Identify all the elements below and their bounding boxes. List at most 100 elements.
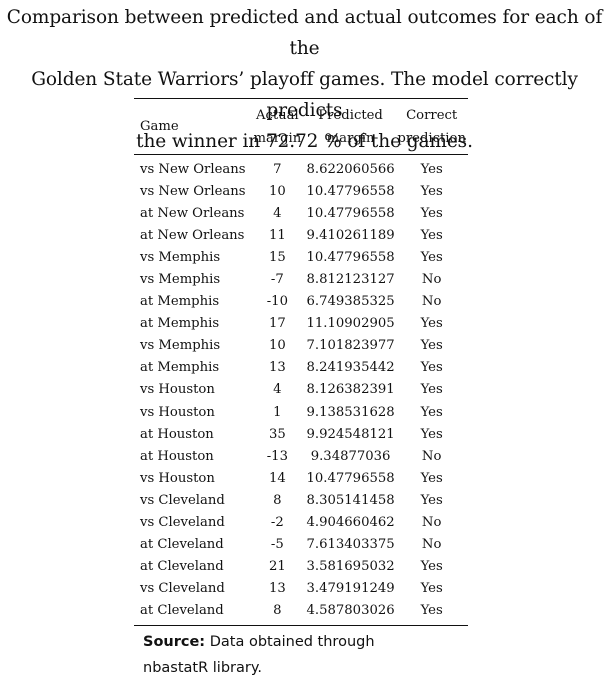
cell-actual-margin: 10 bbox=[268, 338, 286, 354]
table-header: Game Actual margin Predicted margin Corr… bbox=[134, 98, 468, 155]
cell-predicted-margin: 10.47796558 bbox=[306, 249, 395, 265]
cell-correct-prediction: Yes bbox=[420, 161, 443, 177]
cell-actual-margin: 13 bbox=[268, 360, 286, 376]
header-correct-line1: Correct bbox=[406, 107, 458, 123]
table-row: at New Orleans 11 9.410261189 Yes bbox=[134, 224, 468, 246]
cell-actual-margin: 17 bbox=[268, 316, 286, 332]
cell-predicted-margin: 9.138531628 bbox=[306, 404, 395, 420]
cell-actual-margin: 4 bbox=[273, 382, 282, 398]
cell-game: vs Cleveland bbox=[140, 515, 225, 531]
cell-game: at Cleveland bbox=[140, 603, 224, 619]
cell-correct-prediction: No bbox=[421, 272, 442, 288]
cell-actual-margin: -13 bbox=[266, 448, 288, 464]
cell-predicted-margin: 8.622060566 bbox=[306, 161, 395, 177]
cell-game: at Memphis bbox=[140, 360, 220, 376]
cell-game: vs Houston bbox=[140, 404, 215, 420]
table-row: vs Memphis 15 10.47796558 Yes bbox=[134, 246, 468, 268]
cell-correct-prediction: Yes bbox=[420, 404, 443, 420]
cell-predicted-margin: 10.47796558 bbox=[306, 470, 395, 486]
cell-actual-margin: 10 bbox=[268, 183, 286, 199]
table-row: vs New Orleans 10 10.47796558 Yes bbox=[134, 180, 468, 202]
cell-predicted-margin: 6.749385325 bbox=[306, 294, 395, 310]
cell-actual-margin: 13 bbox=[268, 581, 286, 597]
table-row: vs Houston 4 8.126382391 Yes bbox=[134, 379, 468, 401]
cell-correct-prediction: Yes bbox=[420, 183, 443, 199]
cell-correct-prediction: Yes bbox=[420, 227, 443, 243]
cell-game: at Houston bbox=[140, 448, 214, 464]
header-actual-line2: margin bbox=[253, 130, 302, 146]
cell-predicted-margin: 9.34877036 bbox=[310, 448, 391, 464]
table-row: vs New Orleans 7 8.622060566 Yes bbox=[134, 155, 468, 181]
cell-actual-margin: 1 bbox=[273, 404, 282, 420]
cell-predicted-margin: 3.581695032 bbox=[306, 559, 395, 575]
header-predicted-margin: Predicted margin bbox=[306, 99, 396, 155]
cell-actual-margin: 7 bbox=[273, 161, 282, 177]
cell-game: at Cleveland bbox=[140, 537, 224, 553]
cell-actual-margin: -2 bbox=[270, 515, 284, 531]
table-row: at Cleveland 8 4.587803026 Yes bbox=[134, 600, 468, 626]
cell-correct-prediction: Yes bbox=[420, 470, 443, 486]
cell-correct-prediction: Yes bbox=[420, 338, 443, 354]
cell-game: vs Houston bbox=[140, 470, 215, 486]
cell-predicted-margin: 11.10902905 bbox=[306, 316, 395, 332]
cell-game: at Houston bbox=[140, 426, 214, 442]
cell-correct-prediction: Yes bbox=[420, 360, 443, 376]
cell-game: vs Memphis bbox=[140, 338, 221, 354]
cell-predicted-margin: 8.241935442 bbox=[306, 360, 395, 376]
source-label: Source: bbox=[143, 634, 206, 650]
table-row: at New Orleans 4 10.47796558 Yes bbox=[134, 202, 468, 224]
table-row: at Houston 35 9.924548121 Yes bbox=[134, 423, 468, 445]
cell-correct-prediction: Yes bbox=[420, 559, 443, 575]
cell-correct-prediction: Yes bbox=[420, 426, 443, 442]
cell-game: vs Memphis bbox=[140, 249, 221, 265]
cell-actual-margin: 8 bbox=[273, 603, 282, 619]
cell-actual-margin: -5 bbox=[270, 537, 284, 553]
header-correct-line2: prediction bbox=[397, 130, 466, 146]
table-row: vs Memphis 10 7.101823977 Yes bbox=[134, 335, 468, 357]
cell-predicted-margin: 8.126382391 bbox=[306, 382, 395, 398]
cell-correct-prediction: Yes bbox=[420, 492, 443, 508]
cell-actual-margin: 35 bbox=[268, 426, 286, 442]
table-row: at Cleveland -5 7.613403375 No bbox=[134, 534, 468, 556]
cell-predicted-margin: 3.479191249 bbox=[306, 581, 395, 597]
table-row: vs Houston 14 10.47796558 Yes bbox=[134, 467, 468, 489]
cell-correct-prediction: Yes bbox=[420, 581, 443, 597]
cell-predicted-margin: 8.812123127 bbox=[306, 272, 395, 288]
table-row: vs Houston 1 9.138531628 Yes bbox=[134, 401, 468, 423]
cell-predicted-margin: 9.924548121 bbox=[306, 426, 395, 442]
cell-game: vs Houston bbox=[140, 382, 215, 398]
cell-correct-prediction: Yes bbox=[420, 249, 443, 265]
cell-actual-margin: 21 bbox=[268, 559, 286, 575]
cell-correct-prediction: No bbox=[421, 515, 442, 531]
cell-predicted-margin: 8.305141458 bbox=[306, 492, 395, 508]
cell-predicted-margin: 7.101823977 bbox=[306, 338, 395, 354]
caption-line-2: Golden State Warriors’ playoff games. Th… bbox=[31, 69, 578, 121]
table-body: vs New Orleans 7 8.622060566 Yes vs New Orle… bbox=[134, 155, 468, 626]
cell-game: at Cleveland bbox=[140, 559, 224, 575]
header-correct-prediction: Correct prediction bbox=[395, 99, 468, 155]
cell-actual-margin: -7 bbox=[270, 272, 284, 288]
table-row: vs Memphis -7 8.812123127 No bbox=[134, 268, 468, 290]
results-table-container: Game Actual margin Predicted margin Corr… bbox=[134, 98, 468, 626]
cell-game: vs New Orleans bbox=[140, 183, 246, 199]
header-predicted-line2: margin bbox=[326, 130, 375, 146]
cell-game: at Memphis bbox=[140, 294, 220, 310]
table-row: at Memphis 13 8.241935442 Yes bbox=[134, 357, 468, 379]
cell-actual-margin: 4 bbox=[273, 205, 282, 221]
cell-game: vs New Orleans bbox=[140, 161, 246, 177]
cell-predicted-margin: 4.904660462 bbox=[306, 515, 395, 531]
cell-game: vs Cleveland bbox=[140, 581, 225, 597]
cell-correct-prediction: Yes bbox=[420, 205, 443, 221]
cell-actual-margin: -10 bbox=[266, 294, 288, 310]
cell-actual-margin: 8 bbox=[273, 492, 282, 508]
table-row: at Houston -13 9.34877036 No bbox=[134, 445, 468, 467]
table-row: at Memphis 17 11.10902905 Yes bbox=[134, 313, 468, 335]
header-row: Game Actual margin Predicted margin Corr… bbox=[134, 98, 468, 155]
cell-predicted-margin: 4.587803026 bbox=[306, 603, 395, 619]
cell-correct-prediction: No bbox=[421, 448, 442, 464]
table-row: at Cleveland 21 3.581695032 Yes bbox=[134, 556, 468, 578]
cell-predicted-margin: 7.613403375 bbox=[306, 537, 395, 553]
cell-game: vs Cleveland bbox=[140, 492, 225, 508]
cell-game: at New Orleans bbox=[140, 227, 245, 243]
cell-correct-prediction: No bbox=[421, 537, 442, 553]
